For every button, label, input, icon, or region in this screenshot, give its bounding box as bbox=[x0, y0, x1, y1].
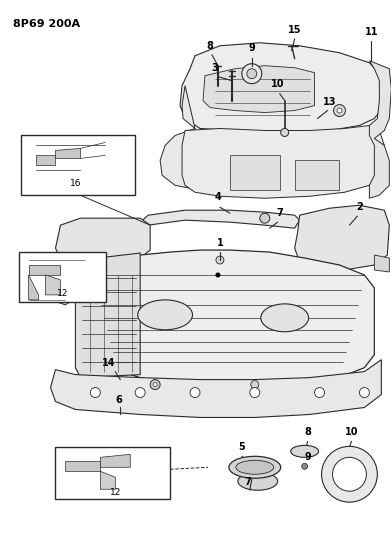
Polygon shape bbox=[230, 156, 280, 190]
Circle shape bbox=[251, 381, 259, 389]
Polygon shape bbox=[374, 255, 389, 272]
Ellipse shape bbox=[229, 456, 281, 478]
Polygon shape bbox=[49, 258, 80, 305]
Text: 9: 9 bbox=[304, 453, 311, 462]
Circle shape bbox=[281, 128, 289, 136]
Polygon shape bbox=[295, 205, 389, 270]
Polygon shape bbox=[140, 210, 299, 228]
Polygon shape bbox=[203, 66, 314, 112]
Polygon shape bbox=[65, 461, 100, 471]
Circle shape bbox=[153, 383, 157, 386]
Circle shape bbox=[247, 69, 257, 79]
Polygon shape bbox=[56, 218, 150, 265]
Text: 14: 14 bbox=[102, 358, 115, 368]
Text: 7: 7 bbox=[245, 477, 251, 487]
Polygon shape bbox=[100, 454, 130, 467]
Text: 6: 6 bbox=[115, 394, 122, 405]
Text: 8P69 200A: 8P69 200A bbox=[13, 19, 80, 29]
Circle shape bbox=[135, 387, 145, 398]
Polygon shape bbox=[100, 471, 115, 489]
Polygon shape bbox=[36, 156, 56, 165]
FancyBboxPatch shape bbox=[56, 447, 170, 499]
Polygon shape bbox=[369, 61, 391, 198]
Text: 12: 12 bbox=[57, 289, 68, 298]
Circle shape bbox=[337, 108, 342, 113]
Text: 10: 10 bbox=[345, 427, 358, 438]
Text: 10: 10 bbox=[271, 79, 285, 88]
Polygon shape bbox=[45, 275, 60, 295]
Text: 12: 12 bbox=[110, 488, 121, 497]
Polygon shape bbox=[295, 160, 339, 190]
Circle shape bbox=[250, 387, 260, 398]
Text: 8: 8 bbox=[207, 41, 213, 51]
Ellipse shape bbox=[138, 300, 192, 330]
Text: 2: 2 bbox=[356, 202, 363, 212]
Polygon shape bbox=[75, 253, 140, 377]
Ellipse shape bbox=[261, 304, 309, 332]
Text: 15: 15 bbox=[288, 25, 301, 35]
Circle shape bbox=[150, 379, 160, 390]
Circle shape bbox=[190, 387, 200, 398]
Polygon shape bbox=[56, 148, 80, 158]
Text: 7: 7 bbox=[276, 208, 283, 218]
Ellipse shape bbox=[238, 472, 278, 490]
FancyBboxPatch shape bbox=[19, 252, 106, 302]
Text: 4: 4 bbox=[214, 192, 221, 202]
Ellipse shape bbox=[290, 446, 319, 457]
Circle shape bbox=[332, 457, 367, 491]
FancyBboxPatch shape bbox=[21, 135, 135, 195]
Text: 1: 1 bbox=[216, 238, 223, 248]
Text: 16: 16 bbox=[70, 179, 81, 188]
Text: 13: 13 bbox=[323, 96, 336, 107]
Circle shape bbox=[321, 446, 377, 502]
Polygon shape bbox=[160, 86, 205, 188]
Circle shape bbox=[334, 104, 345, 117]
Polygon shape bbox=[182, 125, 384, 198]
Circle shape bbox=[314, 387, 325, 398]
Circle shape bbox=[216, 256, 224, 264]
Polygon shape bbox=[180, 43, 384, 133]
Text: 11: 11 bbox=[365, 27, 378, 37]
Polygon shape bbox=[51, 360, 381, 417]
Text: 9: 9 bbox=[249, 43, 255, 53]
Text: 8: 8 bbox=[304, 427, 311, 438]
Circle shape bbox=[260, 213, 270, 223]
Polygon shape bbox=[29, 265, 60, 275]
Ellipse shape bbox=[236, 461, 274, 474]
Circle shape bbox=[242, 64, 262, 84]
Circle shape bbox=[91, 387, 100, 398]
Polygon shape bbox=[75, 250, 374, 392]
Polygon shape bbox=[29, 275, 38, 300]
Text: 5: 5 bbox=[238, 442, 245, 453]
Circle shape bbox=[359, 387, 369, 398]
Circle shape bbox=[216, 272, 220, 278]
Circle shape bbox=[301, 463, 308, 469]
Text: 3: 3 bbox=[212, 63, 218, 72]
